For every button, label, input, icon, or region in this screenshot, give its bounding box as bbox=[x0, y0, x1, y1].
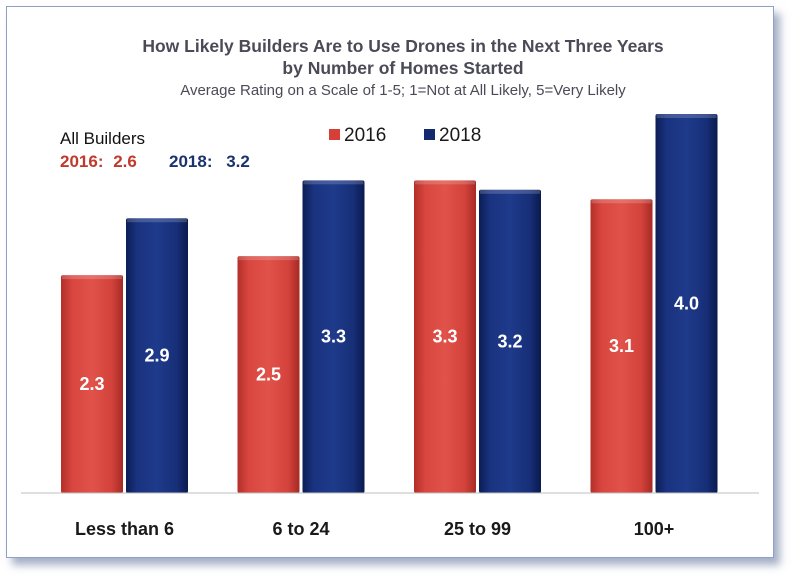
all-builders-2016-label: 2016: bbox=[60, 152, 103, 171]
chart-title-line2: by Number of Homes Started bbox=[282, 58, 523, 78]
data-label-2016-0: 2.3 bbox=[79, 374, 104, 394]
all-builders-2018-label: 2018: bbox=[169, 152, 212, 171]
bar-highlight-2018-2 bbox=[480, 189, 540, 194]
bar-2018-0 bbox=[126, 218, 188, 493]
all-builders-2016: 2016: 2.6 bbox=[60, 152, 137, 171]
bar-highlight-2018-0 bbox=[127, 218, 187, 223]
bar-highlight-2016-2 bbox=[415, 180, 475, 185]
category-label-1: 6 to 24 bbox=[272, 519, 329, 539]
all-builders-2018: 2018: 3.2 bbox=[169, 152, 250, 171]
data-label-2018-3: 4.0 bbox=[674, 294, 699, 314]
data-label-2016-3: 3.1 bbox=[609, 336, 634, 356]
bar-2018-3 bbox=[655, 114, 718, 493]
bars-group: 2.3 2.9 2.5 3.3 3.3 3.2 3.1 4.0 bbox=[61, 114, 718, 494]
chart-frame: How Likely Builders Are to Use Drones in… bbox=[6, 6, 774, 558]
chart-title: How Likely Builders Are to Use Drones in… bbox=[142, 36, 664, 56]
data-label-2016-1: 2.5 bbox=[256, 365, 281, 385]
category-label-3: 100+ bbox=[634, 519, 675, 539]
bar-2016-3 bbox=[590, 199, 653, 493]
bar-highlight-2016-3 bbox=[591, 199, 652, 204]
data-label-2018-2: 3.2 bbox=[497, 331, 522, 351]
bar-chart: How Likely Builders Are to Use Drones in… bbox=[21, 36, 759, 539]
data-label-2018-1: 3.3 bbox=[321, 327, 346, 347]
bar-2016-1 bbox=[237, 256, 300, 493]
category-label-2: 25 to 99 bbox=[444, 519, 511, 539]
legend-swatch-2016 bbox=[329, 129, 340, 140]
bar-highlight-2016-0 bbox=[62, 275, 122, 280]
bar-2016-0 bbox=[61, 275, 123, 493]
legend-label-2016: 2016 bbox=[344, 125, 386, 146]
category-labels: Less than 6 6 to 24 25 to 99 100+ bbox=[75, 519, 674, 539]
bar-highlight-2016-1 bbox=[238, 256, 299, 261]
bar-2018-2 bbox=[479, 189, 541, 494]
bar-2018-1 bbox=[302, 180, 365, 493]
data-label-2016-2: 3.3 bbox=[432, 327, 457, 347]
legend-swatch-2018 bbox=[424, 129, 435, 140]
all-builders-2016-value: 2.6 bbox=[113, 152, 137, 171]
bar-2016-2 bbox=[414, 180, 476, 493]
bar-highlight-2018-1 bbox=[303, 180, 364, 185]
data-label-2018-0: 2.9 bbox=[144, 346, 169, 366]
category-label-0: Less than 6 bbox=[75, 519, 174, 539]
bar-highlight-2018-3 bbox=[656, 114, 717, 118]
legend-label-2018: 2018 bbox=[439, 125, 481, 146]
chart-subtitle: Average Rating on a Scale of 1-5; 1=Not … bbox=[180, 82, 626, 99]
all-builders-2018-value: 3.2 bbox=[226, 152, 250, 171]
all-builders-heading: All Builders bbox=[60, 129, 145, 148]
